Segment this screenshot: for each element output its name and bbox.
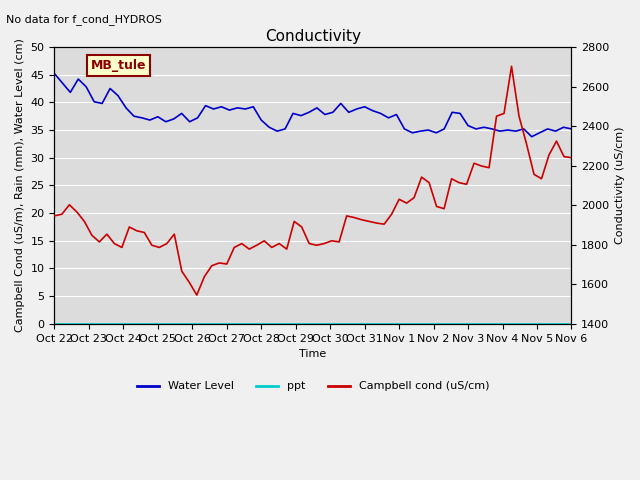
Legend: Water Level, ppt, Campbell cond (uS/cm): Water Level, ppt, Campbell cond (uS/cm) [132, 377, 493, 396]
Text: No data for f_cond_HYDROS: No data for f_cond_HYDROS [6, 14, 163, 25]
X-axis label: Time: Time [300, 349, 326, 359]
Title: Conductivity: Conductivity [265, 29, 361, 44]
Text: MB_tule: MB_tule [91, 59, 146, 72]
Y-axis label: Campbell Cond (uS/m), Rain (mm), Water Level (cm): Campbell Cond (uS/m), Rain (mm), Water L… [15, 38, 25, 332]
Y-axis label: Conductivity (uS/cm): Conductivity (uS/cm) [615, 127, 625, 244]
